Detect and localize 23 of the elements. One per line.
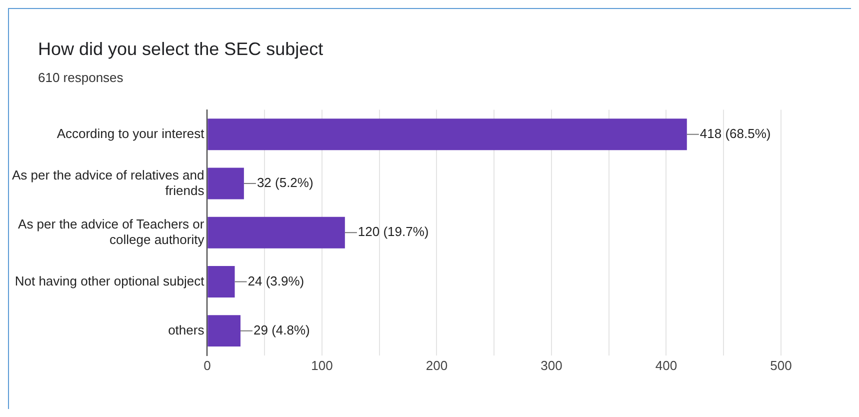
bar	[208, 266, 235, 298]
data-label: 29 (4.8%)	[254, 322, 310, 338]
chart-title: How did you select the SEC subject	[38, 39, 324, 60]
y-tick-label: As per the advice of relatives and friends	[12, 167, 205, 198]
text: 610 responses	[38, 70, 124, 85]
x-tick-label: 0	[204, 358, 211, 373]
data-label: 120 (19.7%)	[358, 224, 429, 240]
x-tick-label: 200	[426, 358, 448, 373]
y-tick-label: According to your interest	[56, 126, 205, 141]
bar	[208, 118, 687, 150]
y-tick-label: Not having other optional subject	[14, 273, 205, 288]
bar	[208, 216, 345, 248]
y-tick-label: others	[168, 322, 205, 338]
x-tick-label: 400	[655, 358, 678, 373]
x-tick-label: 300	[540, 358, 562, 373]
data-label: 418 (68.5%)	[700, 126, 771, 141]
bar	[208, 315, 240, 347]
y-tick-label: As per the advice of Teachers or college authority	[18, 216, 205, 247]
data-label: 32 (5.2%)	[256, 175, 314, 190]
x-tick-label: 100	[311, 358, 333, 373]
x-tick-label: 500	[770, 358, 792, 373]
bar	[208, 168, 244, 200]
data-label: 24 (3.9%)	[248, 273, 304, 288]
